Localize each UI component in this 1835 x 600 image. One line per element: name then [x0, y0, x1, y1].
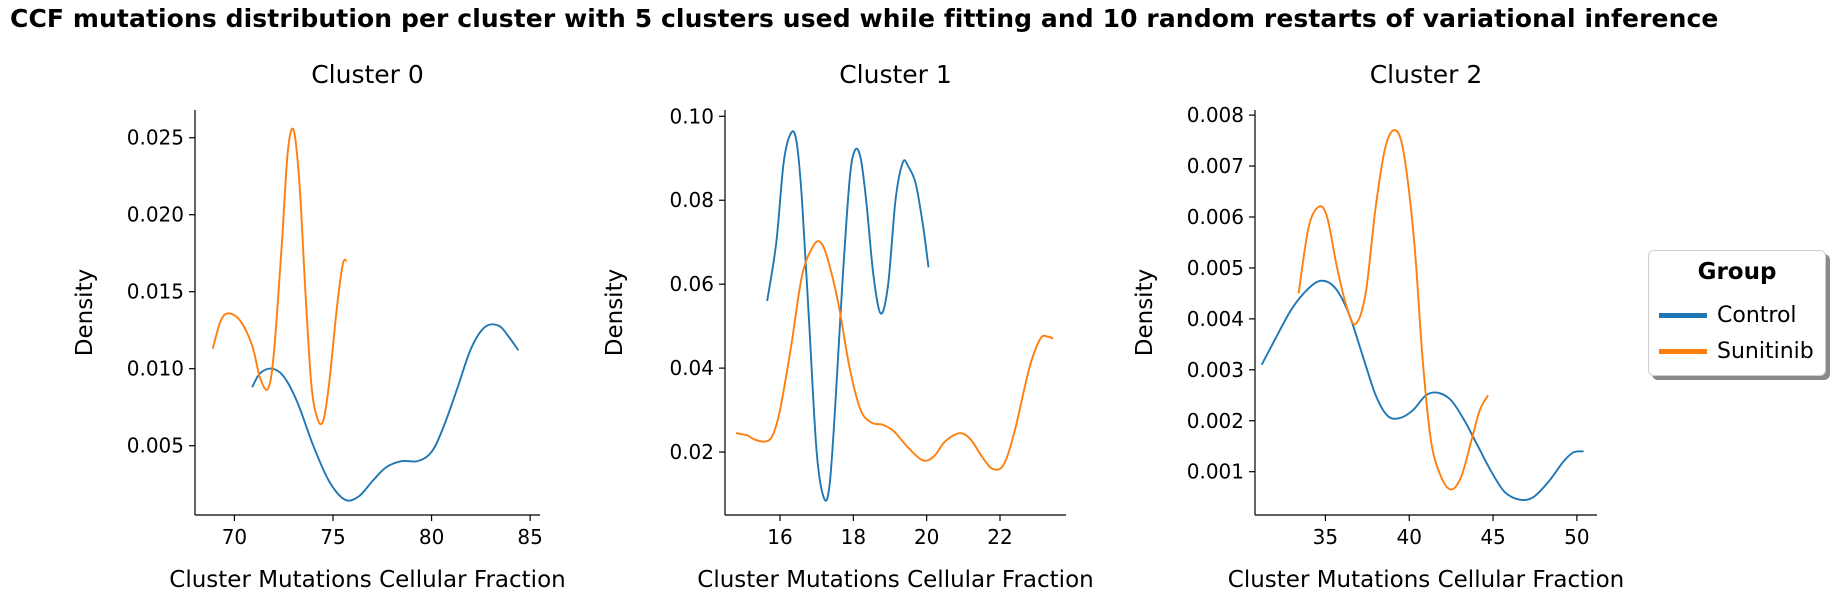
y-tick-label: 0.06: [669, 272, 714, 296]
legend-item-sunitinib: Sunitinib: [1659, 337, 1814, 365]
x-axis-label: Cluster Mutations Cellular Fraction: [169, 567, 565, 593]
y-tick-label: 0.04: [669, 356, 714, 380]
chart-title: Cluster 2: [1370, 60, 1483, 89]
x-tick-label: 16: [767, 525, 792, 549]
series-line-control: [1260, 279, 1584, 502]
y-axis-label: Density: [1132, 269, 1158, 356]
y-tick-label: 0.003: [1187, 358, 1244, 382]
y-tick-label: 0.010: [127, 357, 184, 381]
series-line-control: [251, 323, 520, 502]
y-tick-label: 0.020: [127, 203, 184, 227]
legend-swatch-sunitinib: [1659, 348, 1707, 354]
legend: Group Control Sunitinib: [1648, 250, 1826, 376]
plots-canvas: 70 75 80 85 0.005 0.010 0.015 0.020 0.025 Cluster…: [72, 60, 1624, 593]
chart-panel-2: 35 40 45 50 0.001 0.002 0.003 0.004 0.005 0.006 0.…: [1132, 60, 1624, 593]
legend-swatch-control: [1659, 312, 1707, 318]
series-line-sunitinib: [735, 240, 1054, 471]
legend-label-sunitinib: Sunitinib: [1717, 338, 1814, 364]
x-axis-label: Cluster Mutations Cellular Fraction: [1228, 567, 1624, 593]
series-line-control: [766, 130, 930, 502]
figure-title: CCF mutations distribution per cluster w…: [10, 4, 1719, 33]
y-tick-label: 0.015: [127, 280, 184, 304]
y-tick-label: 0.005: [127, 434, 184, 458]
chart-panel-0: 70 75 80 85 0.005 0.010 0.015 0.020 0.025 Cluster…: [72, 60, 566, 593]
y-tick-label: 0.025: [127, 126, 184, 150]
x-axis-label: Cluster Mutations Cellular Fraction: [697, 567, 1093, 593]
y-tick-label: 0.005: [1187, 256, 1244, 280]
legend-title: Group: [1697, 259, 1777, 285]
y-tick-label: 0.001: [1187, 460, 1244, 484]
x-tick-label: 45: [1480, 525, 1505, 549]
y-tick-label: 0.006: [1187, 205, 1244, 229]
legend-label-control: Control: [1717, 302, 1797, 328]
x-tick-label: 75: [320, 525, 345, 549]
x-tick-label: 35: [1313, 525, 1338, 549]
x-tick-label: 40: [1397, 525, 1422, 549]
series-line-sunitinib: [211, 127, 348, 426]
y-tick-label: 0.007: [1187, 154, 1244, 178]
x-tick-label: 50: [1564, 525, 1589, 549]
chart-title: Cluster 1: [839, 60, 952, 89]
chart-title: Cluster 0: [311, 60, 424, 89]
y-tick-label: 0.002: [1187, 409, 1244, 433]
x-tick-label: 20: [914, 525, 939, 549]
y-tick-label: 0.008: [1187, 103, 1244, 127]
y-tick-label: 0.02: [669, 440, 714, 464]
x-tick-label: 80: [419, 525, 444, 549]
x-tick-label: 85: [517, 525, 542, 549]
chart-panel-1: 16 18 20 22 0.02 0.04 0.06 0.08 0.10 Cluster 1 Clu…: [602, 60, 1094, 593]
x-tick-label: 22: [987, 525, 1012, 549]
x-tick-label: 70: [222, 525, 247, 549]
x-tick-label: 18: [841, 525, 866, 549]
y-tick-label: 0.004: [1187, 307, 1244, 331]
series-line-sunitinib: [1297, 129, 1489, 491]
y-tick-label: 0.08: [669, 188, 714, 212]
y-tick-label: 0.10: [669, 104, 714, 128]
y-axis-label: Density: [602, 269, 628, 356]
y-axis-label: Density: [72, 269, 98, 356]
legend-item-control: Control: [1659, 301, 1797, 329]
